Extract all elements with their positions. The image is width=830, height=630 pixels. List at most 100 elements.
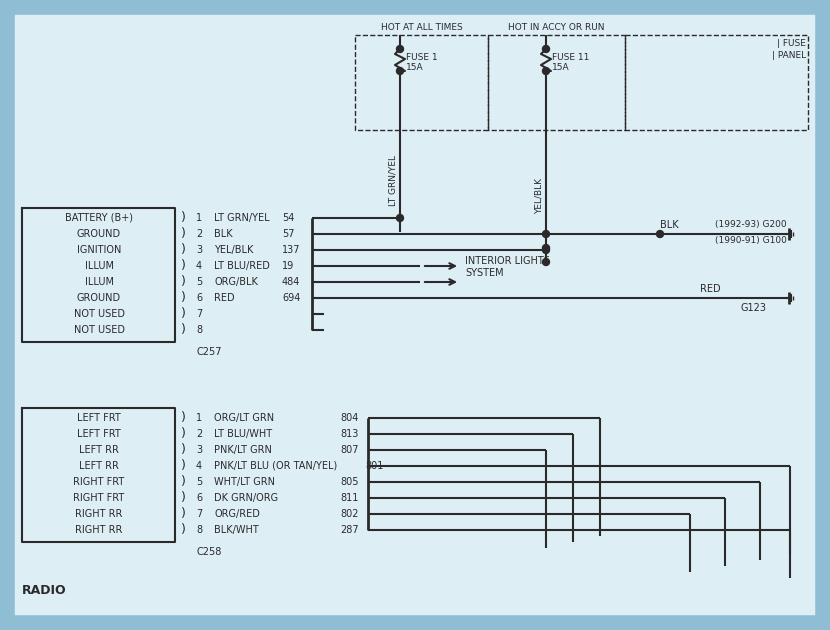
Text: 484: 484 bbox=[282, 277, 300, 287]
Text: LT BLU/WHT: LT BLU/WHT bbox=[214, 429, 272, 439]
Text: ): ) bbox=[181, 244, 185, 256]
Text: HOT IN ACCY OR RUN: HOT IN ACCY OR RUN bbox=[508, 23, 605, 32]
Text: FUSE 11: FUSE 11 bbox=[552, 52, 589, 62]
Text: BATTERY (B+): BATTERY (B+) bbox=[65, 213, 133, 223]
Text: 287: 287 bbox=[340, 525, 359, 535]
Text: G123: G123 bbox=[740, 303, 766, 313]
Text: 57: 57 bbox=[282, 229, 295, 239]
Text: 807: 807 bbox=[340, 445, 359, 455]
Text: LEFT FRT: LEFT FRT bbox=[77, 429, 121, 439]
Text: (1992-93) G200: (1992-93) G200 bbox=[715, 220, 787, 229]
Circle shape bbox=[397, 45, 403, 52]
Text: RED: RED bbox=[700, 284, 720, 294]
Text: ILLUM: ILLUM bbox=[85, 261, 114, 271]
Text: BLK: BLK bbox=[214, 229, 232, 239]
Text: 2: 2 bbox=[196, 229, 203, 239]
Text: DK GRN/ORG: DK GRN/ORG bbox=[214, 493, 278, 503]
Text: 6: 6 bbox=[196, 293, 203, 303]
Text: 7: 7 bbox=[196, 309, 203, 319]
Text: C257: C257 bbox=[196, 347, 222, 357]
Circle shape bbox=[543, 244, 549, 251]
Text: 805: 805 bbox=[340, 477, 359, 487]
Text: ): ) bbox=[181, 459, 185, 472]
Text: ): ) bbox=[181, 260, 185, 273]
Text: 15A: 15A bbox=[552, 62, 569, 71]
Text: ): ) bbox=[181, 275, 185, 289]
Text: BLK/WHT: BLK/WHT bbox=[214, 525, 259, 535]
Text: ORG/BLK: ORG/BLK bbox=[214, 277, 258, 287]
Text: HOT AT ALL TIMES: HOT AT ALL TIMES bbox=[381, 23, 462, 32]
Text: PNK/LT BLU (OR TAN/YEL): PNK/LT BLU (OR TAN/YEL) bbox=[214, 461, 337, 471]
Text: 813: 813 bbox=[340, 429, 359, 439]
Text: ORG/RED: ORG/RED bbox=[214, 509, 260, 519]
Text: 3: 3 bbox=[196, 445, 203, 455]
Circle shape bbox=[543, 258, 549, 265]
Text: | PANEL: | PANEL bbox=[772, 51, 806, 60]
Text: RIGHT RR: RIGHT RR bbox=[76, 525, 123, 535]
Text: IGNITION: IGNITION bbox=[77, 245, 121, 255]
Text: ): ) bbox=[181, 524, 185, 537]
Text: ): ) bbox=[181, 307, 185, 321]
Text: 19: 19 bbox=[282, 261, 295, 271]
Text: LT BLU/RED: LT BLU/RED bbox=[214, 261, 270, 271]
Text: 3: 3 bbox=[196, 245, 203, 255]
Circle shape bbox=[543, 231, 549, 238]
Text: ): ) bbox=[181, 491, 185, 505]
Text: ): ) bbox=[181, 411, 185, 425]
Text: 811: 811 bbox=[340, 493, 359, 503]
Text: RIGHT FRT: RIGHT FRT bbox=[73, 477, 124, 487]
Text: ): ) bbox=[181, 212, 185, 224]
Text: ): ) bbox=[181, 508, 185, 520]
Text: 54: 54 bbox=[282, 213, 295, 223]
Text: ORG/LT GRN: ORG/LT GRN bbox=[214, 413, 274, 423]
Text: RADIO: RADIO bbox=[22, 583, 66, 597]
Text: LEFT RR: LEFT RR bbox=[79, 461, 119, 471]
Text: YEL/BLK: YEL/BLK bbox=[535, 178, 544, 214]
Text: C258: C258 bbox=[196, 547, 222, 557]
Text: NOT USED: NOT USED bbox=[74, 309, 124, 319]
Text: LEFT FRT: LEFT FRT bbox=[77, 413, 121, 423]
Text: 1: 1 bbox=[196, 213, 203, 223]
Text: RED: RED bbox=[214, 293, 235, 303]
Text: 694: 694 bbox=[282, 293, 300, 303]
Circle shape bbox=[543, 67, 549, 74]
Text: LEFT RR: LEFT RR bbox=[79, 445, 119, 455]
Text: ): ) bbox=[181, 227, 185, 241]
Text: 15A: 15A bbox=[406, 62, 423, 71]
Circle shape bbox=[397, 67, 403, 74]
Text: 8: 8 bbox=[196, 325, 203, 335]
Text: 802: 802 bbox=[340, 509, 359, 519]
Text: BLK: BLK bbox=[660, 220, 679, 230]
Text: 7: 7 bbox=[196, 509, 203, 519]
Text: LT GRN/YEL: LT GRN/YEL bbox=[214, 213, 270, 223]
Text: PNK/LT GRN: PNK/LT GRN bbox=[214, 445, 272, 455]
Text: RIGHT FRT: RIGHT FRT bbox=[73, 493, 124, 503]
Text: 5: 5 bbox=[196, 277, 203, 287]
Circle shape bbox=[543, 45, 549, 52]
Text: 8: 8 bbox=[196, 525, 203, 535]
Text: 137: 137 bbox=[282, 245, 300, 255]
Text: 801: 801 bbox=[365, 461, 383, 471]
Text: ): ) bbox=[181, 476, 185, 488]
Text: 6: 6 bbox=[196, 493, 203, 503]
Text: LT GRN/YEL: LT GRN/YEL bbox=[388, 156, 398, 207]
Text: 2: 2 bbox=[196, 429, 203, 439]
Circle shape bbox=[657, 231, 663, 238]
Circle shape bbox=[397, 214, 403, 222]
Text: INTERIOR LIGHTS: INTERIOR LIGHTS bbox=[465, 256, 550, 266]
Text: | FUSE: | FUSE bbox=[777, 39, 806, 48]
Circle shape bbox=[543, 246, 549, 253]
Text: ): ) bbox=[181, 323, 185, 336]
Text: SYSTEM: SYSTEM bbox=[465, 268, 504, 278]
Text: 4: 4 bbox=[196, 461, 203, 471]
Text: WHT/LT GRN: WHT/LT GRN bbox=[214, 477, 275, 487]
Text: FUSE 1: FUSE 1 bbox=[406, 52, 437, 62]
Text: ): ) bbox=[181, 428, 185, 440]
Text: ILLUM: ILLUM bbox=[85, 277, 114, 287]
Text: GROUND: GROUND bbox=[77, 229, 121, 239]
Text: 804: 804 bbox=[340, 413, 359, 423]
Text: RIGHT RR: RIGHT RR bbox=[76, 509, 123, 519]
Text: ): ) bbox=[181, 444, 185, 457]
Text: 4: 4 bbox=[196, 261, 203, 271]
Text: YEL/BLK: YEL/BLK bbox=[214, 245, 253, 255]
